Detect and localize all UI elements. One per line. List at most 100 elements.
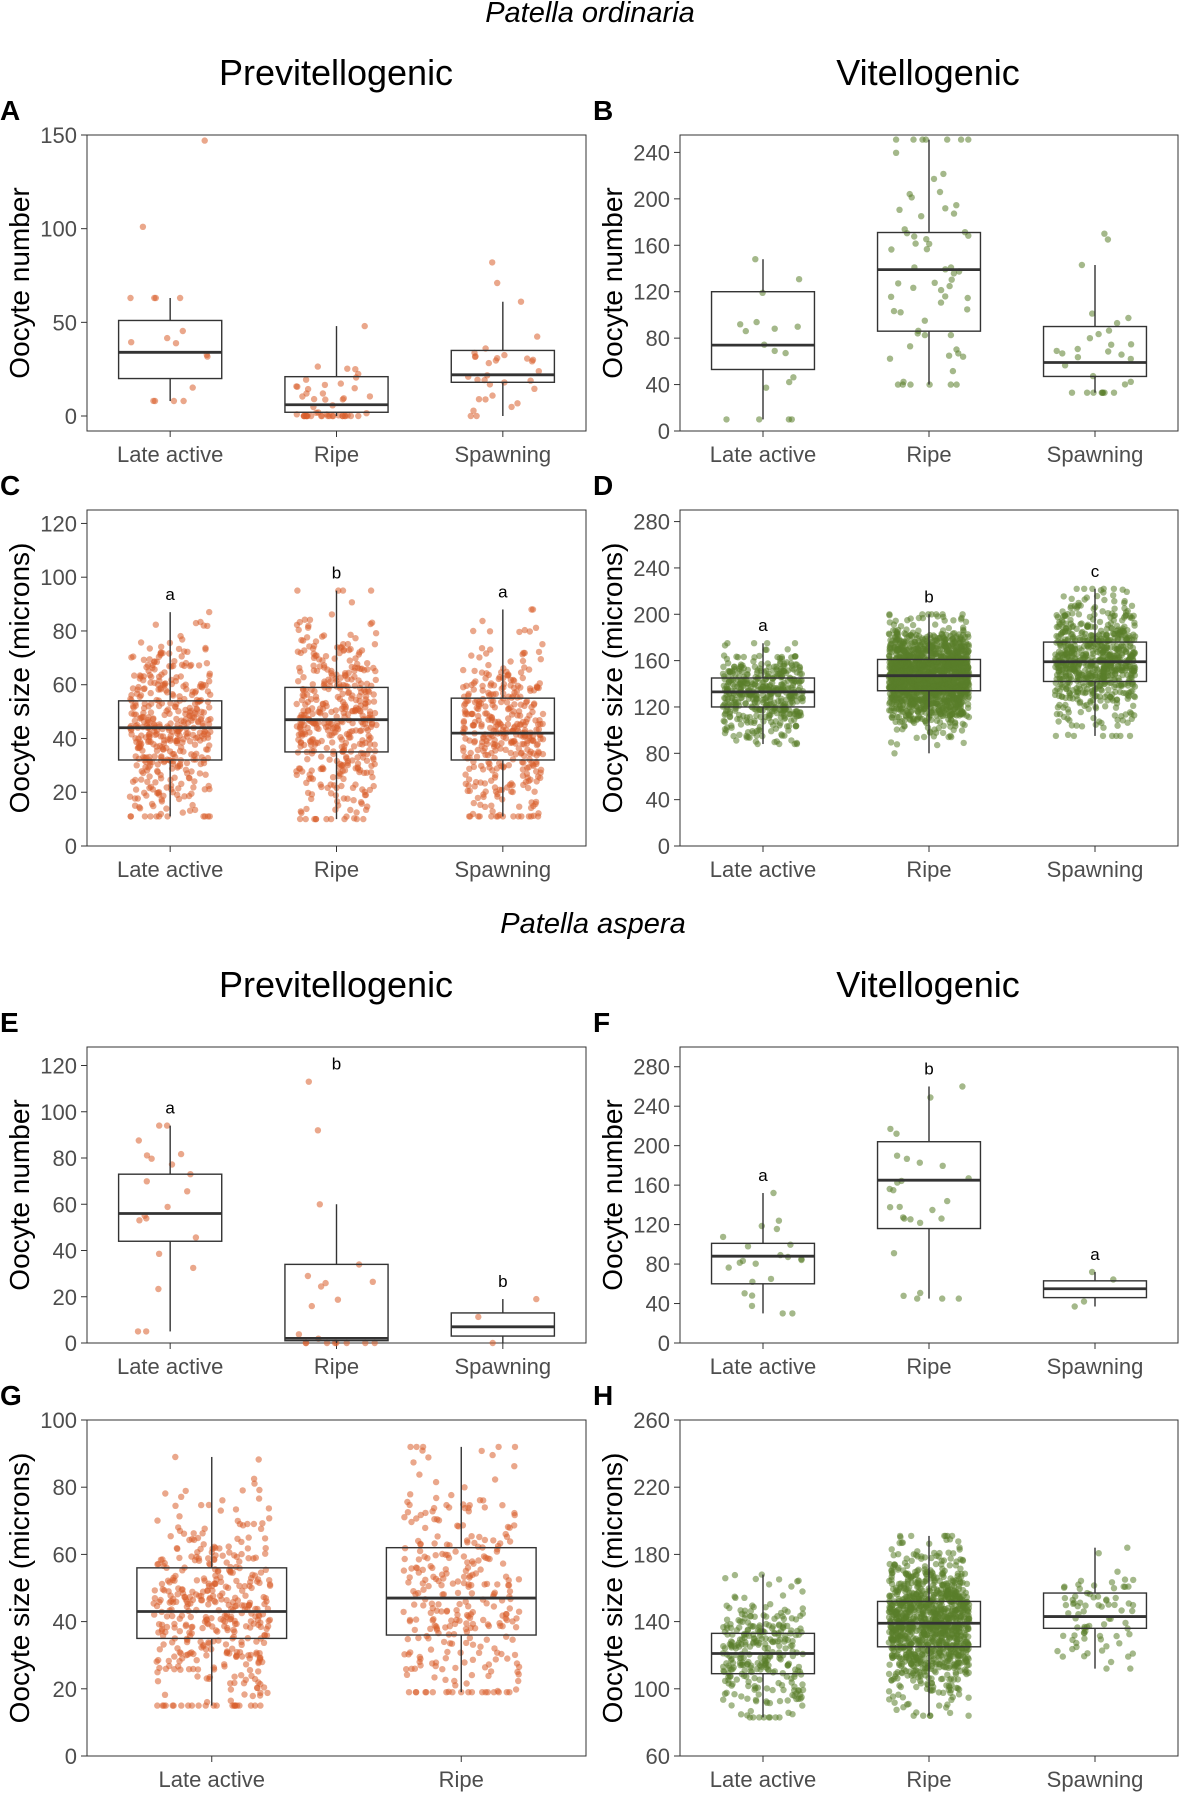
data-point bbox=[181, 793, 188, 800]
data-point bbox=[203, 746, 210, 753]
data-point bbox=[895, 713, 903, 721]
data-point bbox=[186, 807, 194, 814]
data-point bbox=[475, 396, 483, 403]
data-point bbox=[163, 805, 170, 812]
data-point bbox=[527, 804, 535, 812]
data-point bbox=[199, 720, 206, 727]
data-point bbox=[492, 747, 499, 754]
data-point bbox=[1053, 347, 1060, 355]
data-point bbox=[498, 740, 505, 747]
data-point bbox=[251, 1480, 258, 1487]
data-point bbox=[1100, 589, 1107, 596]
data-point bbox=[902, 691, 909, 699]
x-tick-label: Late active bbox=[710, 857, 816, 882]
data-point bbox=[1077, 708, 1085, 716]
data-point bbox=[961, 648, 968, 655]
data-point bbox=[146, 645, 153, 652]
data-point bbox=[532, 624, 540, 631]
data-point bbox=[180, 397, 187, 405]
data-point bbox=[370, 664, 377, 672]
data-point bbox=[140, 656, 148, 663]
data-point bbox=[1101, 596, 1108, 604]
y-tick-label: 120 bbox=[633, 280, 670, 305]
data-point bbox=[198, 708, 205, 715]
data-point bbox=[784, 677, 791, 685]
data-point bbox=[144, 778, 151, 785]
data-point bbox=[255, 1456, 262, 1463]
y-tick-label: 150 bbox=[40, 123, 77, 148]
data-point bbox=[930, 175, 938, 183]
data-point bbox=[792, 723, 799, 730]
data-point bbox=[1099, 389, 1107, 396]
data-point bbox=[153, 696, 160, 704]
data-point bbox=[539, 750, 547, 758]
data-point bbox=[939, 729, 947, 737]
data-point bbox=[933, 676, 941, 684]
data-point bbox=[1071, 1303, 1078, 1310]
data-point bbox=[492, 771, 499, 779]
data-point bbox=[183, 1603, 191, 1610]
data-point bbox=[257, 1702, 264, 1709]
data-point bbox=[163, 1613, 171, 1620]
data-point bbox=[170, 397, 178, 405]
data-point bbox=[300, 674, 307, 681]
data-point bbox=[1075, 611, 1083, 618]
significance-letter: b bbox=[332, 564, 341, 583]
data-point bbox=[1083, 389, 1091, 396]
data-point bbox=[466, 754, 473, 761]
data-point bbox=[900, 677, 907, 684]
data-point bbox=[182, 1622, 189, 1630]
data-point bbox=[721, 642, 729, 649]
data-point bbox=[734, 654, 742, 661]
data-point bbox=[154, 1678, 162, 1685]
data-point bbox=[1065, 625, 1073, 632]
data-point bbox=[155, 789, 163, 796]
data-point bbox=[360, 667, 368, 674]
data-point bbox=[340, 395, 347, 402]
data-point bbox=[219, 1552, 226, 1559]
data-point bbox=[498, 786, 506, 794]
y-tick-label: 60 bbox=[53, 673, 77, 698]
data-point bbox=[1105, 348, 1112, 355]
data-point bbox=[372, 676, 379, 684]
data-point bbox=[260, 1684, 268, 1691]
data-point bbox=[147, 679, 154, 686]
data-point bbox=[1119, 586, 1126, 593]
data-point bbox=[362, 693, 370, 700]
data-point bbox=[371, 709, 379, 717]
data-point bbox=[308, 791, 316, 798]
y-tick-label: 40 bbox=[646, 373, 670, 398]
data-point bbox=[161, 711, 168, 719]
data-point bbox=[895, 280, 902, 287]
data-point bbox=[900, 1292, 907, 1300]
data-point bbox=[908, 194, 915, 201]
data-point bbox=[1117, 627, 1124, 634]
data-point bbox=[923, 246, 931, 253]
data-point bbox=[160, 740, 168, 747]
data-point bbox=[488, 713, 495, 721]
data-point bbox=[767, 1275, 775, 1283]
data-point bbox=[921, 717, 929, 724]
data-point bbox=[371, 641, 379, 648]
data-point bbox=[771, 325, 778, 332]
data-point bbox=[474, 794, 482, 802]
data-point bbox=[295, 626, 302, 634]
data-point bbox=[719, 1233, 727, 1241]
data-point bbox=[778, 710, 785, 717]
data-point bbox=[900, 668, 908, 676]
data-point bbox=[462, 771, 469, 778]
data-point bbox=[299, 768, 306, 775]
data-point bbox=[725, 673, 732, 680]
data-point bbox=[294, 383, 301, 390]
data-point bbox=[227, 1686, 235, 1693]
data-point bbox=[347, 806, 354, 814]
data-point bbox=[256, 1486, 263, 1494]
data-point bbox=[326, 756, 333, 763]
data-point bbox=[242, 1592, 249, 1599]
data-point bbox=[1122, 609, 1130, 616]
data-point bbox=[756, 652, 763, 660]
data-point bbox=[536, 680, 543, 687]
data-point bbox=[919, 700, 926, 707]
data-point bbox=[229, 1569, 236, 1576]
